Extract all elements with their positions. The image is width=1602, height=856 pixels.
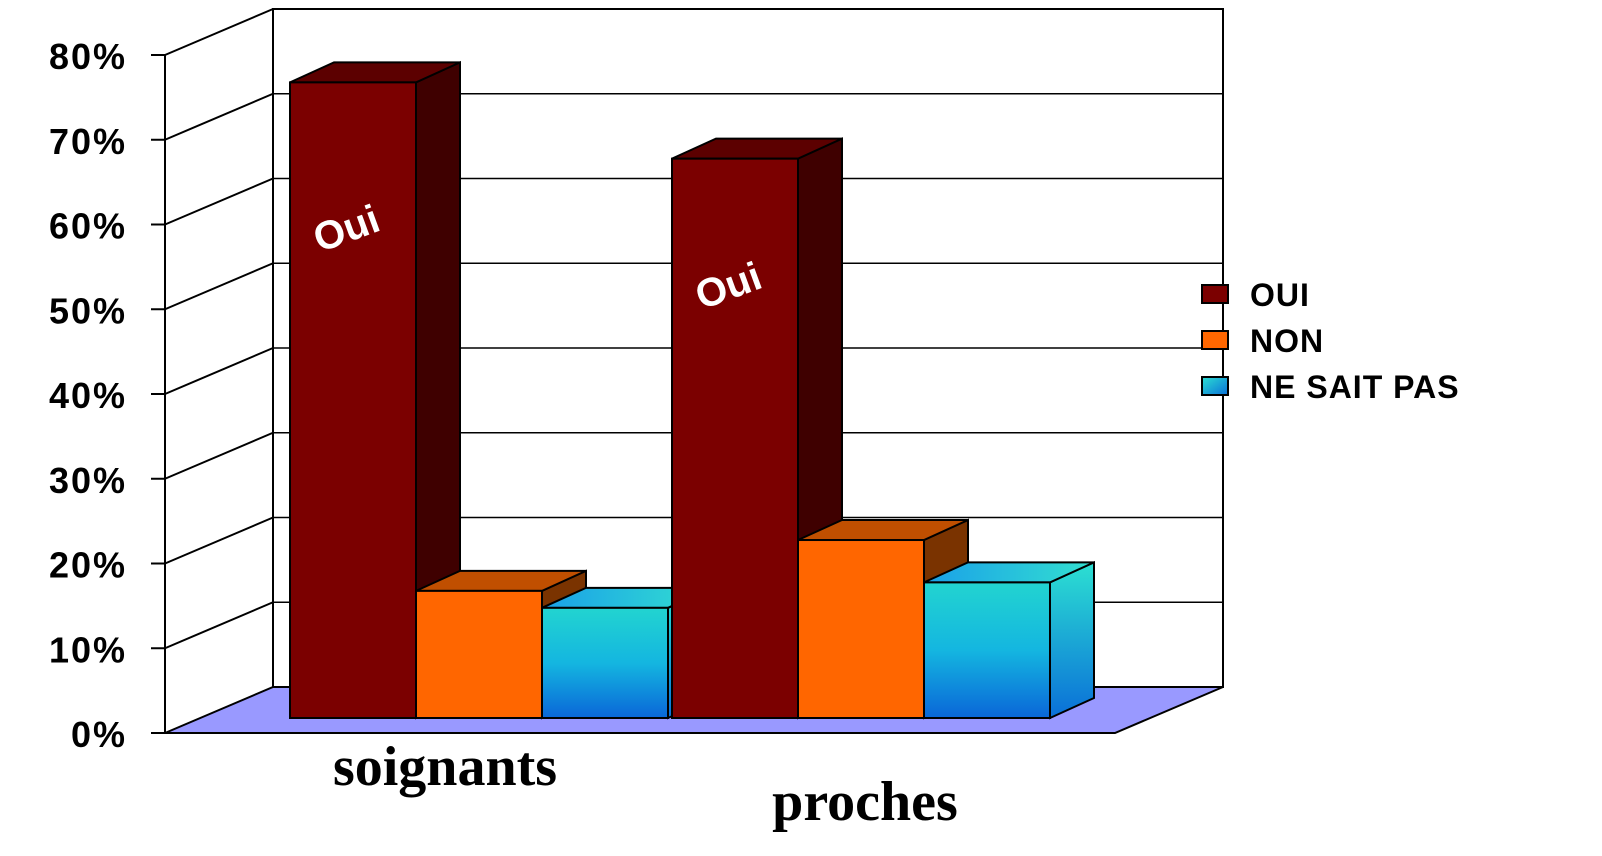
bar-front — [541, 606, 669, 720]
bar-front — [415, 589, 543, 719]
gridline-diagonal — [164, 347, 274, 395]
y-tick-label: 40% — [49, 375, 127, 416]
legend-label: OUI — [1250, 277, 1310, 313]
legend-item-non: NON — [1201, 323, 1324, 359]
y-axis: 0% 10% 20% 30% 40% 50% 60% 70% 80% — [49, 9, 1115, 755]
legend-item-oui: OUI — [1201, 277, 1310, 313]
y-tick-label: 0% — [71, 714, 127, 755]
legend: OUI NON NE SAIT PAS — [1201, 277, 1460, 405]
bar-ne-sait-pas-proches — [923, 560, 1095, 720]
gridline-diagonal — [164, 8, 274, 56]
x-category-label: soignants — [333, 736, 557, 798]
bar-front — [289, 81, 417, 719]
legend-label: NON — [1250, 323, 1324, 359]
x-axis: soignants proches — [333, 736, 958, 833]
y-tick-label: 70% — [49, 121, 127, 162]
legend-swatch — [1201, 330, 1229, 350]
bar-front — [923, 581, 1051, 720]
y-tick-label: 30% — [49, 460, 127, 501]
y-tick-label: 10% — [49, 629, 127, 670]
gridline-diagonal — [164, 92, 274, 141]
gridline-diagonal — [164, 177, 274, 226]
bar-oui-soignants: Oui — [289, 60, 461, 720]
y-tick-label: 20% — [49, 545, 127, 586]
legend-label: NE SAIT PAS — [1250, 369, 1460, 405]
bar-front — [671, 157, 799, 719]
gridline-diagonal — [164, 516, 274, 565]
y-tick-label: 60% — [49, 206, 127, 247]
bar-front — [797, 539, 925, 720]
bar-side — [1049, 560, 1095, 720]
y-tick-label: 80% — [49, 36, 127, 77]
legend-swatch — [1201, 376, 1229, 396]
gridline-diagonal — [164, 262, 274, 311]
y-tick-label: 50% — [49, 290, 127, 331]
x-category-label: proches — [772, 771, 958, 833]
legend-swatch — [1201, 284, 1229, 304]
legend-item-ne-sait-pas: NE SAIT PAS — [1201, 369, 1460, 405]
gridline-diagonal — [164, 431, 274, 480]
gridline-diagonal — [164, 601, 274, 650]
